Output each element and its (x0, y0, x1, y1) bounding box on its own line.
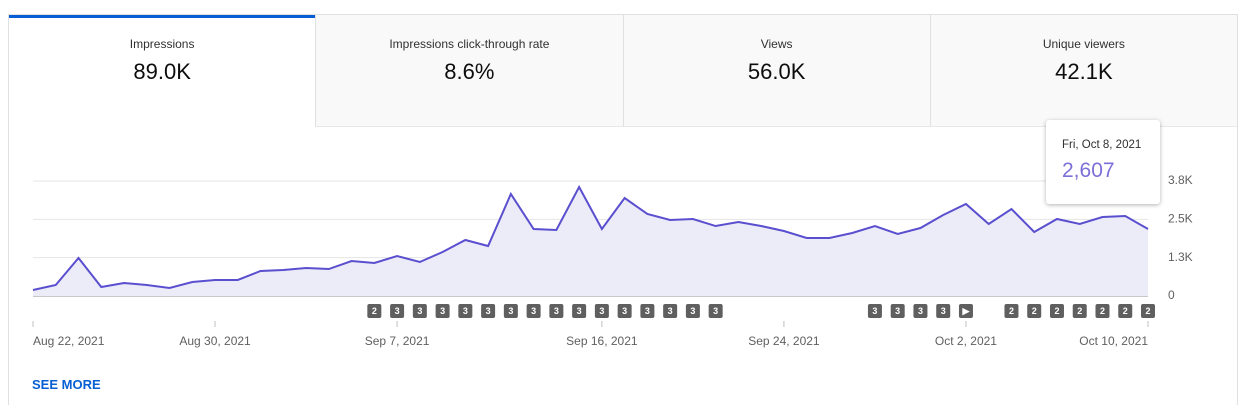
marker-label: 2 (1123, 306, 1128, 316)
marker-label: 3 (690, 306, 695, 316)
marker-box (663, 304, 678, 318)
marker-box (367, 304, 382, 318)
x-tick-label: Sep 16, 2021 (566, 334, 638, 348)
marker-label: 3 (508, 306, 513, 316)
marker-label: 3 (554, 306, 559, 316)
marker-box (390, 304, 405, 318)
marker-box (481, 304, 496, 318)
metric-tab[interactable]: Impressions 89.0K (9, 15, 316, 127)
marker-label: ▶ (961, 306, 970, 316)
marker-box (458, 304, 473, 318)
marker-box (526, 304, 541, 318)
marker-box (640, 304, 655, 318)
marker-box (1004, 304, 1019, 318)
marker-label: 3 (440, 306, 445, 316)
marker-label: 3 (531, 306, 536, 316)
marker-box (1118, 304, 1133, 318)
tooltip-value: 2,607 (1062, 159, 1115, 182)
x-tick-label: Oct 10, 2021 (1079, 334, 1148, 348)
marker-label: 3 (872, 306, 877, 316)
analytics-card: Impressions 89.0K Impressions click-throug… (8, 14, 1238, 405)
tooltip-date: Fri, Oct 8, 2021 (1062, 139, 1142, 151)
marker-label: 3 (417, 306, 422, 316)
metric-tabs: Impressions 89.0K Impressions click-throug… (9, 15, 1237, 127)
x-tick-label: Sep 7, 2021 (365, 334, 430, 348)
x-tick-label: Sep 24, 2021 (748, 334, 820, 348)
y-tick-label: 3.8K (1168, 173, 1193, 187)
marker-label: 3 (463, 306, 468, 316)
marker-label: 3 (668, 306, 673, 316)
marker-box (572, 304, 587, 318)
tab-label: Unique viewers (1042, 37, 1125, 51)
marker-label: 2 (1032, 306, 1037, 316)
y-tick-label: 2.5K (1168, 212, 1193, 226)
tab-value: 56.0K (747, 59, 806, 84)
marker-label: 3 (486, 306, 491, 316)
marker-label: 2 (1145, 306, 1150, 316)
tab-value: 89.0K (133, 59, 191, 84)
marker-box (503, 304, 518, 318)
marker-box (549, 304, 564, 318)
tab-label: Impressions (129, 37, 195, 51)
marker-box (412, 304, 427, 318)
marker-box (1095, 304, 1110, 318)
metric-tab[interactable]: Views 56.0K (622, 15, 930, 127)
tab-label: Impressions click-through rate (389, 37, 550, 51)
x-tick-label: Aug 22, 2021 (33, 334, 105, 348)
marker-box (685, 304, 700, 318)
y-tick-label: 0 (1168, 288, 1175, 302)
marker-box (958, 304, 973, 318)
marker-label: 2 (372, 306, 377, 316)
marker-box (913, 304, 928, 318)
marker-box (617, 304, 632, 318)
marker-label: 3 (395, 306, 400, 316)
x-tick-label: Aug 30, 2021 (179, 334, 251, 348)
marker-label: 3 (577, 306, 582, 316)
marker-box (1072, 304, 1087, 318)
marker-label: 2 (1009, 306, 1014, 316)
x-tick-label: Oct 2, 2021 (935, 334, 997, 348)
marker-box (867, 304, 882, 318)
marker-box (890, 304, 905, 318)
y-tick-label: 1.3K (1168, 250, 1193, 264)
marker-label: 3 (895, 306, 900, 316)
area-fill (33, 187, 1148, 296)
marker-box (594, 304, 609, 318)
marker-label: 3 (599, 306, 604, 316)
see-more-link[interactable]: SEE MORE (32, 377, 101, 392)
marker-label: 3 (941, 306, 946, 316)
marker-box (936, 304, 951, 318)
tab-value: 42.1K (1055, 59, 1113, 84)
tab-value: 8.6% (444, 59, 495, 84)
marker-box (1027, 304, 1042, 318)
tab-label: Views (760, 37, 793, 51)
marker-box (1049, 304, 1064, 318)
line (32, 184, 1149, 291)
marker-box (1141, 304, 1155, 318)
marker-label: 2 (1054, 306, 1059, 316)
marker-label: 2 (1100, 306, 1105, 316)
marker-label: 3 (645, 306, 650, 316)
tooltip: Fri, Oct 8, 2021 2,607 (1046, 120, 1160, 204)
marker-box (435, 304, 450, 318)
marker-label: 2 (1077, 306, 1082, 316)
marker-box (708, 304, 723, 318)
marker-label: 3 (622, 306, 627, 316)
marker-label: 3 (918, 306, 923, 316)
metric-tab[interactable]: Impressions click-through rate 8.6% (315, 15, 623, 127)
marker-label: 3 (713, 306, 718, 316)
